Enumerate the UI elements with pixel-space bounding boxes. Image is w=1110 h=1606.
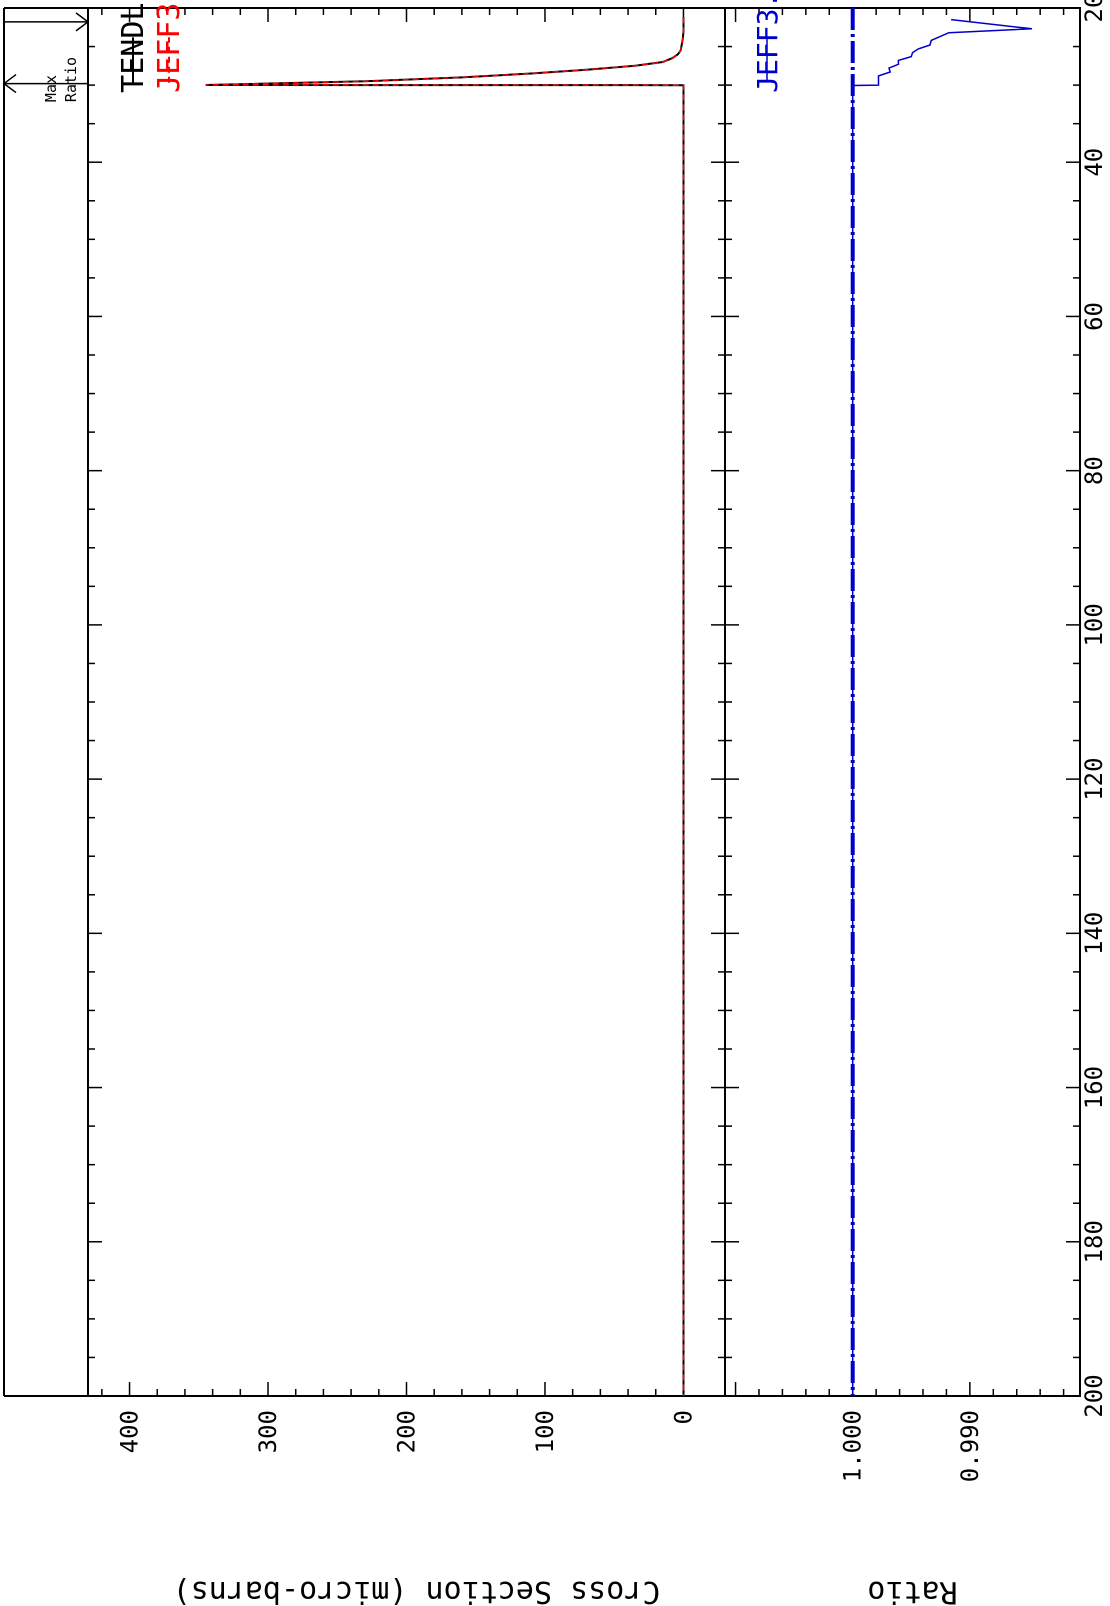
x-tick-label: 180 <box>1080 1220 1108 1263</box>
x-tick-label: 40 <box>1080 148 1108 177</box>
cross-section-y-axis-label: Cross Section (micro-barns) <box>173 1574 661 1606</box>
x-tick-label: 160 <box>1080 1066 1108 1109</box>
ratio-legend-label: JEFF3.3/TENDL <box>751 0 784 93</box>
ratio-y-tick-label: 0.990 <box>956 1410 984 1482</box>
x-tick-label: 140 <box>1080 912 1108 955</box>
cross-section-y-tick-label: 300 <box>254 1410 282 1453</box>
ratio-series-line <box>851 18 1033 1396</box>
cross-section-y-tick-label: 200 <box>393 1410 421 1453</box>
jeff-series-line <box>205 17 685 1396</box>
max-ratio-label-line1: Max <box>42 75 60 102</box>
ratio-y-axis-label: Ratio <box>867 1574 957 1606</box>
max-ratio-label-line2: Ratio <box>62 57 80 102</box>
cross-section-y-tick-label: 100 <box>531 1410 559 1453</box>
legend-tendl-label: TENDL Threshold 20.535 MeV <box>116 0 151 93</box>
max-ratio-arrow-upper-head <box>2 73 17 94</box>
x-tick-label: 60 <box>1080 302 1108 331</box>
x-tick-label: 100 <box>1080 603 1108 646</box>
x-tick-label: 20 <box>1080 0 1108 22</box>
x-tick-label: 120 <box>1080 757 1108 800</box>
ratio-y-tick-label: 1.000 <box>839 1410 867 1482</box>
max-ratio-arrow-lower-head <box>75 12 90 32</box>
x-tick-label: 80 <box>1080 456 1108 485</box>
cross-section-y-tick-label: 0 <box>669 1410 697 1424</box>
legend-jeff-label: JEFF3.3 Threshold 20.535 MeV <box>152 0 187 93</box>
x-tick-label: 200 <box>1080 1374 1108 1417</box>
cross-section-y-tick-label: 400 <box>116 1410 144 1453</box>
